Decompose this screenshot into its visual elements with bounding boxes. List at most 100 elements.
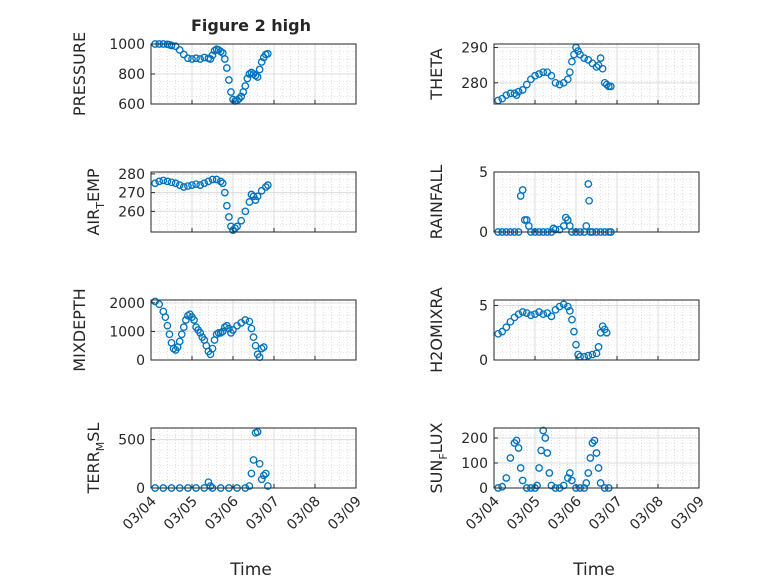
data-point bbox=[155, 177, 164, 186]
data-point bbox=[184, 182, 192, 190]
data-point bbox=[163, 321, 172, 330]
data-point bbox=[241, 207, 250, 216]
data-point bbox=[541, 434, 550, 442]
panel-5-axes-box bbox=[493, 299, 700, 361]
data-point bbox=[255, 459, 264, 468]
data-point bbox=[159, 176, 168, 185]
data-point bbox=[237, 216, 246, 225]
y-tick-label: 1000 bbox=[109, 324, 145, 340]
data-point bbox=[206, 482, 215, 490]
data-point bbox=[582, 222, 591, 230]
y-axis-label-tail: SL bbox=[84, 423, 103, 442]
data-point bbox=[233, 96, 241, 105]
data-point bbox=[247, 324, 256, 333]
data-point bbox=[498, 482, 507, 491]
data-point bbox=[588, 350, 597, 359]
y-tick-label: 270 bbox=[118, 186, 145, 202]
x-tick-label: 03/06 bbox=[545, 493, 585, 533]
data-point bbox=[522, 309, 531, 317]
data-point bbox=[249, 456, 258, 464]
data-point bbox=[602, 328, 611, 337]
panel-2-axes-box bbox=[150, 171, 357, 233]
data-point bbox=[249, 333, 258, 341]
data-point bbox=[494, 329, 502, 338]
data-point bbox=[580, 54, 589, 62]
data-point bbox=[208, 344, 217, 353]
data-point bbox=[518, 86, 527, 94]
data-point bbox=[559, 300, 568, 309]
data-point bbox=[225, 213, 233, 221]
data-point bbox=[208, 175, 217, 184]
data-point bbox=[543, 449, 552, 457]
y-tick-label: 1000 bbox=[109, 37, 145, 53]
data-point bbox=[223, 64, 231, 72]
figure-title: Figure 2 high bbox=[191, 16, 311, 35]
data-point bbox=[204, 478, 213, 487]
data-point bbox=[167, 41, 176, 50]
data-point bbox=[251, 196, 260, 204]
data-point bbox=[220, 188, 229, 197]
data-point bbox=[155, 300, 164, 309]
data-point bbox=[555, 80, 564, 89]
data-point bbox=[584, 469, 593, 477]
y-axis-label-tail: EMP bbox=[84, 168, 103, 202]
data-point bbox=[196, 181, 205, 189]
data-point bbox=[218, 179, 227, 188]
data-point bbox=[161, 313, 170, 321]
y-axis-label-tail: LUX bbox=[427, 422, 446, 453]
data-point bbox=[233, 222, 241, 231]
y-axis-label: THETA bbox=[427, 48, 446, 100]
y-axis-label: MIXDEPTH bbox=[70, 288, 89, 371]
x-tick-label: 03/04 bbox=[120, 493, 160, 533]
y-tick-label: 800 bbox=[118, 67, 145, 83]
data-point bbox=[585, 196, 593, 205]
data-point bbox=[251, 341, 260, 350]
data-point bbox=[229, 226, 237, 234]
data-point bbox=[518, 308, 527, 316]
data-point bbox=[257, 475, 266, 484]
data-point bbox=[216, 47, 225, 56]
data-point bbox=[251, 71, 260, 80]
x-tick-label: 03/04 bbox=[463, 493, 503, 533]
data-point bbox=[263, 482, 272, 490]
data-point bbox=[594, 464, 603, 472]
data-point bbox=[237, 92, 246, 101]
data-point bbox=[253, 192, 262, 201]
y-axis-label: H2OMIXRA bbox=[427, 287, 446, 373]
data-point bbox=[208, 51, 217, 60]
data-point bbox=[263, 49, 272, 58]
data-point bbox=[171, 179, 180, 188]
y-axis-label: TERRMSL bbox=[84, 423, 107, 495]
x-tick-label: 03/06 bbox=[202, 493, 242, 533]
y-axis-label: SUNFLUX bbox=[427, 422, 450, 493]
data-point bbox=[192, 54, 200, 63]
data-point bbox=[598, 64, 607, 73]
data-point bbox=[216, 177, 225, 186]
x-tick-label: 03/07 bbox=[586, 494, 626, 534]
data-point bbox=[165, 330, 174, 339]
data-point bbox=[261, 183, 270, 191]
y-axis-label: AIRTEMP bbox=[84, 168, 107, 235]
data-point bbox=[212, 175, 221, 184]
data-point bbox=[206, 55, 215, 63]
data-point bbox=[506, 317, 515, 326]
data-point bbox=[502, 91, 511, 100]
data-point bbox=[498, 327, 507, 336]
data-point bbox=[235, 94, 243, 103]
data-point bbox=[227, 88, 235, 96]
data-point bbox=[204, 177, 213, 186]
data-point bbox=[229, 326, 237, 334]
data-point bbox=[522, 80, 531, 89]
y-tick-label: 260 bbox=[118, 204, 145, 220]
y-tick-label: 600 bbox=[118, 97, 145, 113]
x-axis-label-right: Time bbox=[572, 560, 615, 580]
data-point bbox=[565, 68, 574, 77]
data-point bbox=[516, 464, 525, 472]
data-point bbox=[184, 54, 192, 63]
data-point bbox=[261, 469, 270, 478]
x-tick-label: 03/05 bbox=[504, 494, 544, 534]
y-tick-label: 0 bbox=[479, 481, 488, 497]
data-point bbox=[257, 186, 266, 195]
data-point bbox=[506, 454, 515, 462]
